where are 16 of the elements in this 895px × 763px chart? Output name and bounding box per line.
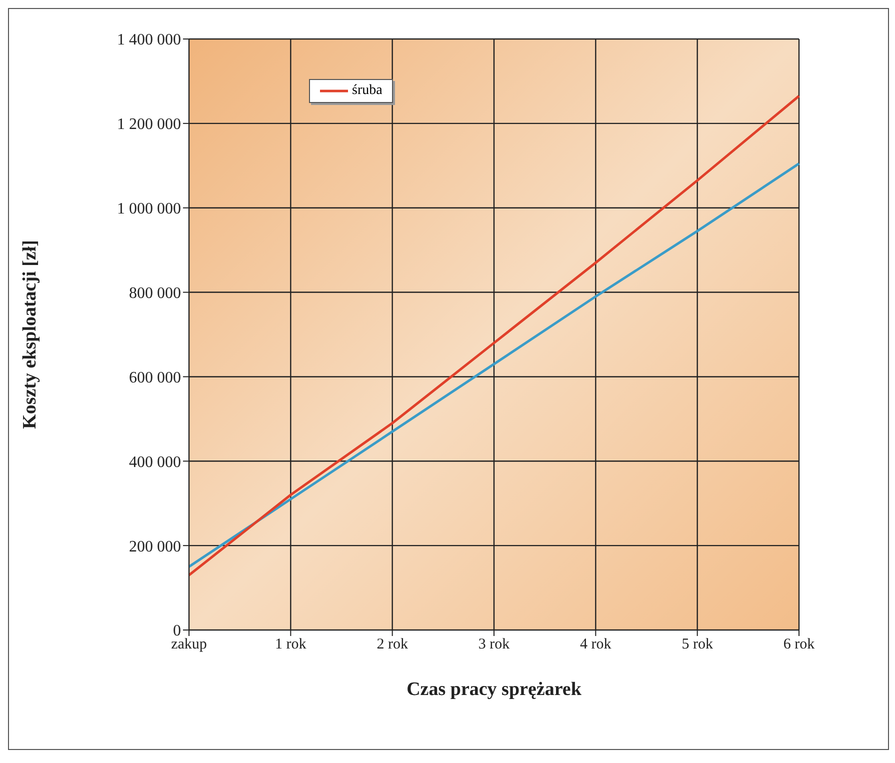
x-tick-label: 1 rok: [275, 636, 307, 653]
y-tick-label: 1 000 000: [117, 200, 181, 218]
x-tick-label: 3 rok: [478, 636, 510, 653]
y-axis-title: Koszty eksploatacji [zł]: [20, 240, 41, 429]
y-tick-label: 200 000: [129, 538, 181, 556]
legend-label: śruba: [351, 83, 382, 99]
y-tick-label: 400 000: [129, 454, 181, 471]
x-tick-label: 5 rok: [682, 636, 714, 653]
x-axis-title: Czas pracy sprężarek: [406, 679, 582, 700]
x-tick-label: 4 rok: [580, 636, 612, 653]
y-tick-label: 1 400 000: [117, 32, 181, 49]
y-tick-label: 600 000: [129, 369, 181, 386]
x-tick-label: 6 rok: [783, 636, 816, 653]
y-tick-label: 800 000: [129, 284, 181, 302]
x-tick-label: 2 rok: [376, 636, 408, 653]
y-tick-label: 1 200 000: [117, 116, 181, 134]
